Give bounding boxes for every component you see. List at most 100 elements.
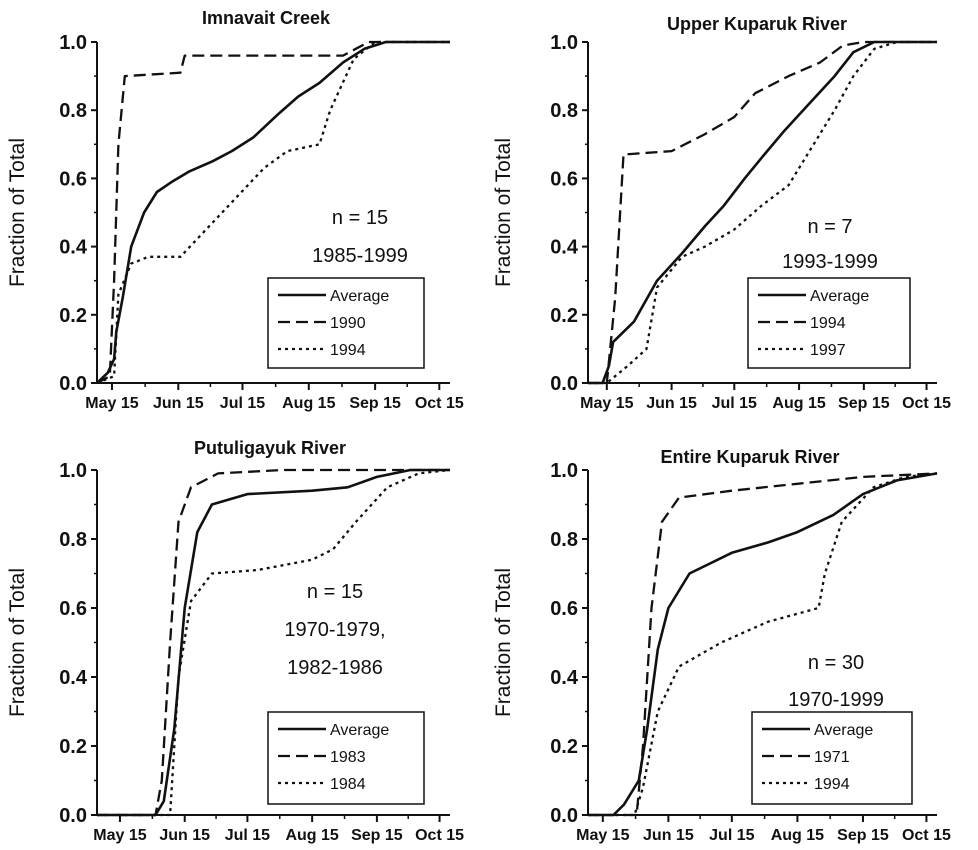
legend-label: 1971 bbox=[814, 749, 850, 766]
legend-box bbox=[267, 711, 425, 805]
y-tick-label: 0.4 bbox=[550, 667, 579, 689]
y-axis-label: Fraction of Total bbox=[492, 568, 515, 717]
annotation-text: 1970-1999 bbox=[788, 689, 884, 711]
legend-box bbox=[267, 277, 425, 369]
x-tick-label: Sep 15 bbox=[351, 827, 403, 844]
y-tick-label: 1.0 bbox=[550, 460, 578, 482]
series-line-Average bbox=[588, 472, 938, 817]
x-tick-label: Jun 15 bbox=[646, 395, 697, 412]
x-tick-label: Oct 15 bbox=[902, 395, 951, 412]
series-line-1994 bbox=[588, 472, 938, 817]
legend-label: 1994 bbox=[814, 776, 850, 793]
x-tick-label: May 15 bbox=[580, 395, 633, 412]
chart-title: Upper Kuparuk River bbox=[667, 14, 847, 34]
y-tick-label: 0.0 bbox=[59, 373, 87, 395]
legend-label: 1997 bbox=[810, 342, 846, 359]
legend-label: Average bbox=[330, 288, 389, 305]
legend-label: Average bbox=[330, 722, 389, 739]
series-line-1994 bbox=[588, 40, 937, 385]
x-tick-label: Aug 15 bbox=[282, 395, 335, 412]
x-tick-label: Jun 15 bbox=[153, 395, 204, 412]
legend-label: Average bbox=[810, 288, 869, 305]
x-tick-label: May 15 bbox=[85, 395, 138, 412]
y-tick-label: 0.0 bbox=[550, 373, 578, 395]
y-tick-label: 0.4 bbox=[59, 237, 88, 259]
legend-label: Average bbox=[814, 722, 873, 739]
legend-label: 1994 bbox=[330, 342, 366, 359]
x-tick-label: Jul 15 bbox=[220, 395, 265, 412]
y-tick-label: 1.0 bbox=[59, 32, 87, 54]
y-tick-label: 0.4 bbox=[59, 667, 88, 689]
annotation-text: 1970-1979, bbox=[284, 619, 385, 641]
y-tick-label: 1.0 bbox=[550, 32, 578, 54]
chart-panel-1: Imnavait Creek 0.0 0.2 0.4 0.6 0.8 1.0 May 15 Ju… bbox=[6, 8, 464, 412]
x-tick-label: Oct 15 bbox=[415, 395, 464, 412]
x-tick-label: May 15 bbox=[93, 827, 146, 844]
series-line-1971 bbox=[588, 472, 938, 817]
x-tick-label: Sep 15 bbox=[349, 395, 401, 412]
x-tick-label: Jun 15 bbox=[643, 827, 694, 844]
legend-box bbox=[747, 277, 911, 369]
y-axis-label: Fraction of Total bbox=[6, 568, 29, 717]
annotation-text: n = 15 bbox=[332, 207, 388, 229]
legend: Average 1971 1994 bbox=[751, 711, 913, 805]
chart-panel-2: Upper Kuparuk River 0.0 0.2 0.4 0.6 0.8 1.0 May… bbox=[492, 14, 951, 412]
y-tick-label: 0.2 bbox=[550, 736, 578, 758]
y-tick-label: 0.2 bbox=[59, 305, 87, 327]
annotation-text: n = 15 bbox=[307, 581, 363, 603]
series-line-1994 bbox=[96, 40, 450, 385]
y-axis-label: Fraction of Total bbox=[492, 138, 515, 287]
x-tick-label: Sep 15 bbox=[837, 827, 889, 844]
series-line-1990 bbox=[96, 40, 450, 385]
chart-title: Putuligayuk River bbox=[194, 438, 346, 458]
legend-box bbox=[751, 711, 913, 805]
series-line-1997 bbox=[588, 40, 937, 385]
annotation-text: 1993-1999 bbox=[782, 251, 878, 273]
y-axis-label: Fraction of Total bbox=[6, 138, 29, 287]
y-tick-label: 0.6 bbox=[550, 598, 578, 620]
x-tick-label: Aug 15 bbox=[771, 827, 824, 844]
y-tick-label: 0.0 bbox=[59, 805, 87, 827]
legend-label: 1983 bbox=[330, 749, 366, 766]
y-tick-label: 0.4 bbox=[550, 237, 579, 259]
chart-title: Imnavait Creek bbox=[202, 8, 331, 28]
annotation-text: 1982-1986 bbox=[287, 657, 383, 679]
y-tick-label: 0.0 bbox=[550, 805, 578, 827]
legend: Average 1994 1997 bbox=[747, 277, 911, 369]
x-tick-label: Oct 15 bbox=[415, 827, 464, 844]
series-line-Average bbox=[96, 40, 450, 384]
series-line-1983 bbox=[97, 468, 450, 817]
y-tick-label: 0.8 bbox=[59, 529, 87, 551]
x-tick-label: Jul 15 bbox=[709, 827, 754, 844]
y-tick-label: 0.2 bbox=[550, 305, 578, 327]
chart-panel-4: Entire Kuparuk River 0.0 0.2 0.4 0.6 0.8 1.0 Ma… bbox=[492, 447, 951, 844]
x-tick-label: Jul 15 bbox=[225, 827, 270, 844]
x-tick-label: Aug 15 bbox=[285, 827, 338, 844]
annotation-text: n = 7 bbox=[807, 216, 852, 238]
x-tick-label: Aug 15 bbox=[772, 395, 825, 412]
x-tick-label: Jun 15 bbox=[159, 827, 210, 844]
annotation-text: n = 30 bbox=[808, 652, 864, 674]
y-tick-label: 0.8 bbox=[550, 100, 578, 122]
legend-label: 1984 bbox=[330, 776, 366, 793]
x-tick-label: Oct 15 bbox=[902, 827, 951, 844]
y-tick-label: 0.6 bbox=[59, 168, 87, 190]
chart-panel-3: Putuligayuk River 0.0 0.2 0.4 0.6 0.8 1.0 May 1… bbox=[6, 438, 464, 844]
series-line-Average bbox=[97, 468, 450, 817]
y-tick-label: 0.2 bbox=[59, 736, 87, 758]
y-tick-label: 0.6 bbox=[550, 168, 578, 190]
annotation-text: 1985-1999 bbox=[312, 245, 408, 267]
y-tick-label: 0.8 bbox=[59, 100, 87, 122]
legend: Average 1990 1994 bbox=[267, 277, 425, 369]
x-tick-label: Jul 15 bbox=[712, 395, 757, 412]
chart-title: Entire Kuparuk River bbox=[660, 447, 839, 467]
y-tick-label: 1.0 bbox=[59, 460, 87, 482]
y-tick-label: 0.8 bbox=[550, 529, 578, 551]
series-line-Average bbox=[588, 40, 937, 385]
x-tick-label: May 15 bbox=[576, 827, 629, 844]
x-tick-label: Sep 15 bbox=[838, 395, 890, 412]
legend: Average 1983 1984 bbox=[267, 711, 425, 805]
y-tick-label: 0.6 bbox=[59, 598, 87, 620]
legend-label: 1990 bbox=[330, 315, 366, 332]
